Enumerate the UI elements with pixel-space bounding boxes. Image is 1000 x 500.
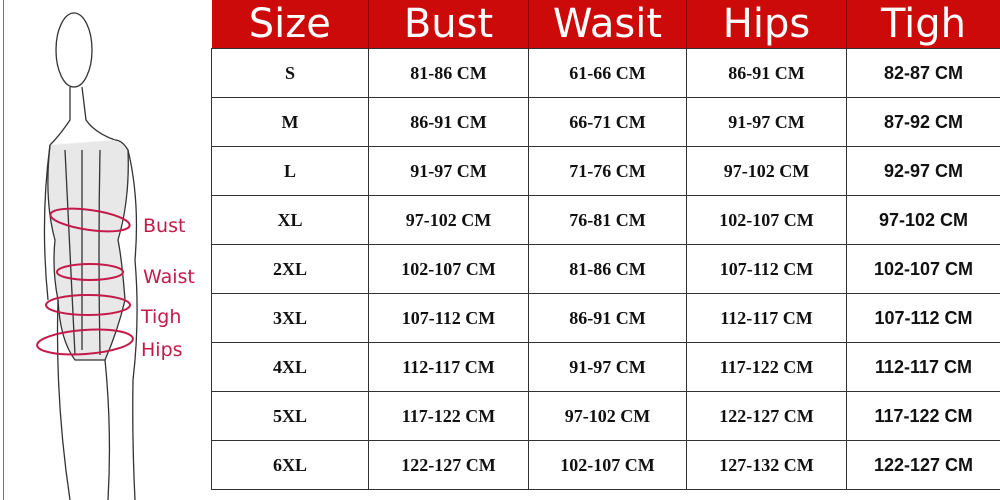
bust-label: Bust — [143, 215, 186, 237]
cell-hips: 97-102 CM — [686, 146, 847, 196]
cell-waist: 81-86 CM — [528, 244, 687, 294]
table-row: M 86-91 CM 66-71 CM 91-97 CM 87-92 CM — [211, 97, 1000, 147]
cell-waist: 61-66 CM — [528, 48, 687, 98]
cell-bust: 122-127 CM — [368, 440, 529, 490]
cell-waist: 66-71 CM — [528, 97, 687, 147]
cell-hips: 122-127 CM — [686, 391, 847, 441]
cell-tigh: 92-97 CM — [846, 146, 1000, 196]
cell-size: L — [211, 146, 369, 196]
header-hips: Hips — [686, 0, 847, 49]
panel-border — [3, 0, 4, 500]
cell-size: 6XL — [211, 440, 369, 490]
table-row: S 81-86 CM 61-66 CM 86-91 CM 82-87 CM — [211, 48, 1000, 98]
table-row: 2XL 102-107 CM 81-86 CM 107-112 CM 102-107 C… — [211, 244, 1000, 294]
cell-size: 4XL — [211, 342, 369, 392]
cell-hips: 127-132 CM — [686, 440, 847, 490]
cell-tigh: 112-117 CM — [846, 342, 1000, 392]
cell-size: S — [211, 48, 369, 98]
cell-bust: 117-122 CM — [368, 391, 529, 441]
header-row: Size Bust Wasit Hips Tigh — [211, 0, 1000, 49]
hips-label: Hips — [141, 339, 183, 361]
cell-tigh: 117-122 CM — [846, 391, 1000, 441]
cell-waist: 71-76 CM — [528, 146, 687, 196]
size-chart-table: Size Bust Wasit Hips Tigh S 81-86 CM 61-66… — [211, 0, 1000, 490]
header-bust: Bust — [368, 0, 529, 49]
header-size: Size — [211, 0, 369, 49]
cell-waist: 86-91 CM — [528, 293, 687, 343]
waist-label: Waist — [143, 266, 195, 288]
cell-bust: 86-91 CM — [368, 97, 529, 147]
table-row: 4XL 112-117 CM 91-97 CM 117-122 CM 112-117 C… — [211, 342, 1000, 392]
table-row: 6XL 122-127 CM 102-107 CM 127-132 CM 122-127… — [211, 440, 1000, 490]
cell-hips: 91-97 CM — [686, 97, 847, 147]
cell-tigh: 102-107 CM — [846, 244, 1000, 294]
cell-size: M — [211, 97, 369, 147]
cell-tigh: 97-102 CM — [846, 195, 1000, 245]
cell-size: 2XL — [211, 244, 369, 294]
cell-bust: 97-102 CM — [368, 195, 529, 245]
cell-hips: 112-117 CM — [686, 293, 847, 343]
cell-waist: 102-107 CM — [528, 440, 687, 490]
header-tigh: Tigh — [846, 0, 1000, 49]
cell-hips: 107-112 CM — [686, 244, 847, 294]
cell-bust: 107-112 CM — [368, 293, 529, 343]
table-row: 5XL 117-122 CM 97-102 CM 122-127 CM 117-122 … — [211, 391, 1000, 441]
cell-tigh: 107-112 CM — [846, 293, 1000, 343]
cell-tigh: 122-127 CM — [846, 440, 1000, 490]
table-row: 3XL 107-112 CM 86-91 CM 112-117 CM 107-112 C… — [211, 293, 1000, 343]
cell-size: 5XL — [211, 391, 369, 441]
cell-bust: 81-86 CM — [368, 48, 529, 98]
table-row: L 91-97 CM 71-76 CM 97-102 CM 92-97 CM — [211, 146, 1000, 196]
cell-waist: 91-97 CM — [528, 342, 687, 392]
cell-waist: 76-81 CM — [528, 195, 687, 245]
cell-hips: 102-107 CM — [686, 195, 847, 245]
cell-tigh: 82-87 CM — [846, 48, 1000, 98]
cell-bust: 102-107 CM — [368, 244, 529, 294]
cell-tigh: 87-92 CM — [846, 97, 1000, 147]
cell-waist: 97-102 CM — [528, 391, 687, 441]
cell-size: XL — [211, 195, 369, 245]
body-sketch — [36, 12, 138, 500]
body-figure-panel: Bust Waist Tigh Hips — [0, 0, 211, 500]
cell-hips: 86-91 CM — [686, 48, 847, 98]
tigh-label: Tigh — [141, 306, 182, 328]
table-row: XL 97-102 CM 76-81 CM 102-107 CM 97-102 CM — [211, 195, 1000, 245]
cell-bust: 112-117 CM — [368, 342, 529, 392]
cell-hips: 117-122 CM — [686, 342, 847, 392]
cell-size: 3XL — [211, 293, 369, 343]
cell-bust: 91-97 CM — [368, 146, 529, 196]
header-waist: Wasit — [528, 0, 687, 49]
